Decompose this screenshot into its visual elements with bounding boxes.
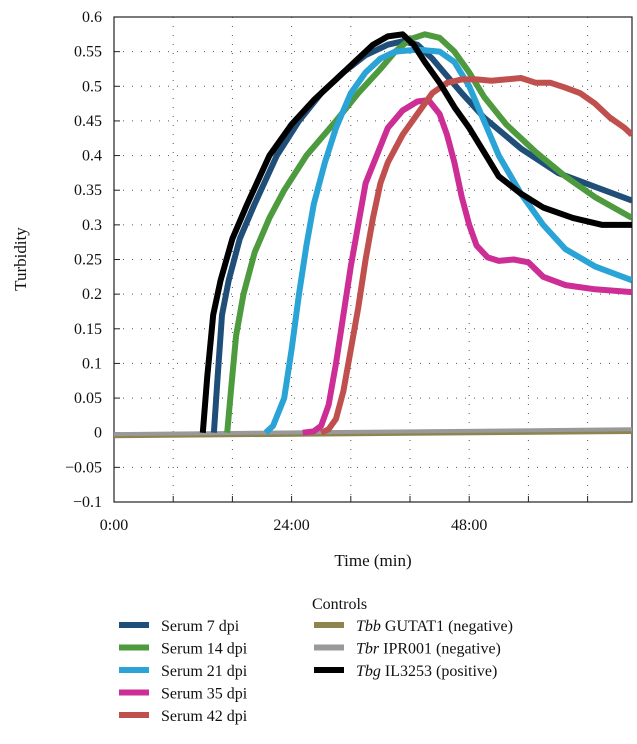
- y-tick-label: 0.3: [82, 217, 102, 234]
- series-line-4: [319, 75, 632, 436]
- series-line-5: [114, 430, 632, 439]
- legend-label-rest: IPR001 (negative): [379, 641, 501, 658]
- y-tick-label: 0.55: [74, 44, 102, 61]
- legend-label-1: Serum 14 dpi: [161, 641, 248, 658]
- legend-swatch-7: [314, 667, 344, 673]
- legend-label-7: Tbg IL3253 (positive): [356, 663, 497, 680]
- y-tick-label: 0.1: [82, 355, 102, 372]
- legend-swatch-2: [119, 667, 149, 673]
- legend-label-prefix: Tbg: [356, 663, 381, 680]
- series-line-2: [263, 46, 632, 435]
- legend-swatch-3: [119, 689, 149, 696]
- y-tick-label: 0.25: [74, 252, 102, 269]
- legend-swatch-5: [314, 622, 344, 628]
- series-lines: [114, 31, 632, 439]
- y-tick-label: 0.35: [74, 182, 102, 199]
- legend-label-2: Serum 21 dpi: [161, 663, 248, 680]
- y-tick-label: 0.2: [82, 286, 102, 303]
- series-line-7: [199, 31, 632, 433]
- legend-label-rest: IL3253 (positive): [381, 663, 497, 680]
- legend-label-prefix: Tbb: [356, 618, 381, 635]
- series-line-3: [302, 97, 632, 436]
- y-tick-label: −0.05: [65, 459, 102, 476]
- y-tick-label: 0.15: [74, 321, 102, 338]
- legend-label-4: Serum 42 dpi: [161, 708, 248, 725]
- y-tick-label: −0.1: [73, 494, 102, 511]
- legend-label-5: Tbb GUTAT1 (negative): [356, 618, 513, 635]
- legend-controls-heading: Controls: [312, 596, 367, 613]
- y-tick-label: 0: [94, 425, 102, 442]
- y-tick-label: 0.4: [82, 148, 102, 165]
- legend-swatch-0: [119, 622, 149, 628]
- legend-swatch-4: [119, 712, 149, 718]
- legend-swatch-1: [119, 644, 149, 651]
- x-tick-label: 0:00: [100, 517, 128, 534]
- tick-labels: −0.1 −0.05 0 0.05 0.1 0.15 0.2 0.25 0.3 0.35 0.4 0.…: [65, 9, 487, 534]
- legend-label-0: Serum 7 dpi: [161, 618, 240, 635]
- x-tick-label: 48:00: [451, 517, 487, 534]
- axes: [113, 16, 633, 503]
- y-tick-label: 0.6: [82, 9, 102, 26]
- legend-label-6: Tbr IPR001 (negative): [356, 641, 501, 658]
- legend-swatch-6: [314, 644, 344, 651]
- legend-label-rest: GUTAT1 (negative): [381, 618, 513, 635]
- x-tick-label: 24:00: [273, 517, 309, 534]
- y-tick-label: 0.5: [82, 78, 102, 95]
- y-tick-label: 0.05: [74, 390, 102, 407]
- x-axis-title: Time (min): [334, 551, 411, 570]
- legend-label-3: Serum 35 dpi: [161, 686, 248, 703]
- y-axis-title: Turbidity: [11, 227, 30, 291]
- y-tick-label: 0.45: [74, 113, 102, 130]
- series-line-0: [210, 38, 632, 433]
- legend: Controls Serum 7 dpi Serum 14 dpi Serum 21…: [119, 596, 513, 725]
- legend-label-prefix: Tbr: [356, 641, 380, 658]
- series-line-6: [114, 427, 632, 437]
